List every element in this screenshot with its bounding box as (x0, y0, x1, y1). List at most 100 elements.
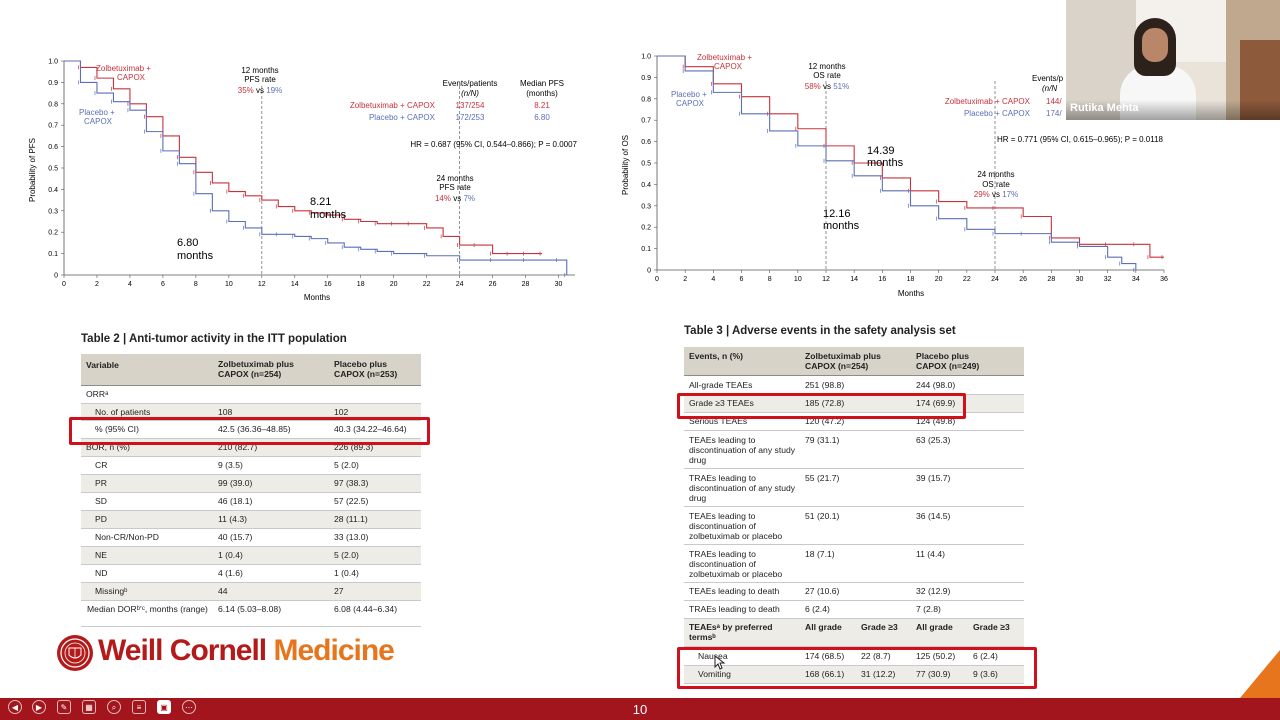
table3-subheader-cell: Grade ≥3 (968, 618, 1024, 647)
os-y-tick-label: 0.5 (641, 161, 651, 168)
table3-cell: 32 (12.9) (911, 582, 1024, 601)
pfs-row-zolbe-events: 137/254 (456, 101, 485, 110)
pfs-x-tick-label: 6 (161, 281, 165, 288)
table2-cell: No. of patients (81, 403, 213, 421)
table3-header-events: Events, n (%) (684, 347, 800, 376)
table3-cell: 174 (68.5) (800, 646, 856, 666)
table2-header-variable: Variable (81, 354, 213, 386)
highlight-box-grade3 (677, 393, 966, 419)
pfs-x-tick-label: 2 (95, 281, 99, 288)
table2-cell: 44 (213, 582, 329, 601)
table3-header-zolbe-line1: Zolbetuximab plus (805, 350, 881, 361)
pfs-row-placebo-events: 172/253 (456, 113, 485, 122)
os-x-tick-label: 14 (850, 276, 858, 283)
os-row-zolbe-name: Zolbetuximab + CAPOX (945, 97, 1031, 106)
os-row-placebo-name: Placebo + CAPOX (964, 109, 1031, 118)
pfs-x-tick-label: 8 (194, 281, 198, 288)
table3-cell: 6 (2.4) (968, 646, 1024, 666)
pfs-events-header: Events/patients (443, 79, 498, 88)
table3-title: Table 3 | Adverse events in the safety a… (684, 325, 956, 337)
table2-header-zolbe-line1: Zolbetuximab plus (218, 359, 294, 370)
pfs-row-placebo-name: Placebo + CAPOX (369, 113, 436, 122)
table2-cell: NE (81, 546, 213, 565)
os-events-header: Events/p (1032, 74, 1064, 83)
os-median-zolbe-2: months (867, 157, 904, 169)
table3-cell: Nausea (684, 646, 800, 666)
os-x-tick-label: 12 (822, 276, 830, 283)
table2-cell: CR (81, 456, 213, 475)
os-placebo-label: Placebo + (671, 90, 707, 99)
os-x-tick-label: 28 (1047, 276, 1055, 283)
next-slide-button[interactable]: ▶ (32, 700, 46, 714)
pfs-series-zolbetuximab-line (64, 60, 543, 255)
pfs-zolbe-label: Zolbetuximab + (96, 64, 151, 73)
table3-cell: 36 (14.5) (911, 506, 1024, 545)
table2-cell: PR (81, 474, 213, 493)
pfs-y-axis-label: Probability of PFS (28, 138, 37, 202)
table-row: PD 11 (4.3) 28 (11.1) (81, 510, 421, 529)
pfs-row-placebo-median: 6.80 (534, 113, 550, 122)
camera-toggle-icon[interactable]: ▣ (157, 700, 171, 714)
os-x-tick-label: 30 (1076, 276, 1084, 283)
table-row: All-grade TEAEs 251 (98.8) 244 (98.0) (684, 375, 1024, 395)
table3-cell: 39 (15.7) (911, 468, 1024, 507)
pfs-series-placebo-line (64, 60, 568, 275)
table3-cell: 251 (98.8) (800, 375, 911, 395)
pfs-x-tick-label: 4 (128, 281, 132, 288)
pfs-chart: Probability of PFS 1.0 0.9 0.8 0.7 0.6 0.5 0.4… (28, 59, 578, 303)
presentation-control-bar (0, 698, 1280, 720)
pen-tool-icon[interactable]: ✎ (57, 700, 71, 714)
pfs-y-tick-label: 0.7 (48, 123, 58, 130)
table2-cell: Non-CR/Non-PD (81, 528, 213, 547)
table2-header-placebo-line1: Placebo plus (334, 359, 388, 370)
table2-cell: 57 (22.5) (329, 492, 421, 511)
os-x-tick-label: 20 (935, 276, 943, 283)
table3-cell: 125 (50.2) (911, 646, 968, 666)
table2-cell: 6.08 (4.44–6.34) (329, 600, 421, 627)
os-y-tick-label: 0 (647, 268, 651, 275)
pfs-y-tick-label: 0.4 (48, 187, 58, 194)
os-y-tick-label: 0.2 (641, 225, 651, 232)
pfs-x-tick-label: 12 (258, 281, 266, 288)
more-options-icon[interactable]: ⋯ (182, 700, 196, 714)
table-row: NE 1 (0.4) 5 (2.0) (81, 546, 421, 565)
table-row: SD 46 (18.1) 57 (22.5) (81, 492, 421, 511)
pfs-x-tick-label: 16 (324, 281, 332, 288)
os-x-axis-label: Months (898, 289, 924, 298)
pfs-median-zolbe: 8.21 (310, 196, 331, 208)
pfs-24m-rates: 14% vs 7% (435, 194, 475, 203)
table3-cell: TRAEs leading to death (684, 600, 800, 619)
subtitles-icon[interactable]: ≡ (132, 700, 146, 714)
previous-slide-button[interactable]: ◀ (8, 700, 22, 714)
table3-cell: All-grade TEAEs (684, 375, 800, 395)
table2-cell: 40.3 (34.22–46.64) (329, 420, 421, 439)
table-row: TEAEs leading to death 27 (10.6) 32 (12.9) (684, 582, 1024, 601)
os-y-tick-label: 0.8 (641, 96, 651, 103)
table2-cell: ORRᵃ (81, 385, 213, 404)
table2-header-zolbe-line2: CAPOX (n=254) (218, 369, 282, 380)
os-x-tick-label: 10 (794, 276, 802, 283)
os-x-tick-label: 6 (740, 276, 744, 283)
table-row: PR 99 (39.0) 97 (38.3) (81, 474, 421, 493)
pfs-median-zolbe-2: months (310, 209, 347, 221)
os-placebo-label-2: CAPOX (676, 99, 705, 108)
table3-header-placebo: Placebo plus CAPOX (n=249) (911, 347, 1024, 376)
table3-subheader-cell: Grade ≥3 (856, 618, 911, 647)
table2-cell: 4 (1.6) (213, 564, 329, 583)
table-row: Grade ≥3 TEAEs 185 (72.8) 174 (69.9) (684, 394, 1024, 413)
os-x-tick-label: 8 (768, 276, 772, 283)
table3-cell: 79 (31.1) (800, 430, 911, 469)
table2-cell: 99 (39.0) (213, 474, 329, 493)
weill-cornell-logo: Weill Cornell Medicine (98, 634, 395, 668)
table3-header-placebo-line2: CAPOX (n=249) (916, 360, 980, 371)
table2-cell: Missingᵇ (81, 582, 213, 601)
os-median-placebo: 12.16 (823, 208, 851, 220)
zoom-icon[interactable]: ⌕ (107, 700, 121, 714)
table3-cell: Grade ≥3 TEAEs (684, 394, 800, 413)
table3-cell: 244 (98.0) (911, 375, 1024, 395)
table2-cell: 11 (4.3) (213, 510, 329, 529)
table3-cell: 31 (12.2) (856, 665, 911, 684)
slides-grid-icon[interactable]: ▦ (82, 700, 96, 714)
os-12m-label: 12 months (808, 62, 845, 71)
pfs-y-tick-label: 0.3 (48, 208, 58, 215)
